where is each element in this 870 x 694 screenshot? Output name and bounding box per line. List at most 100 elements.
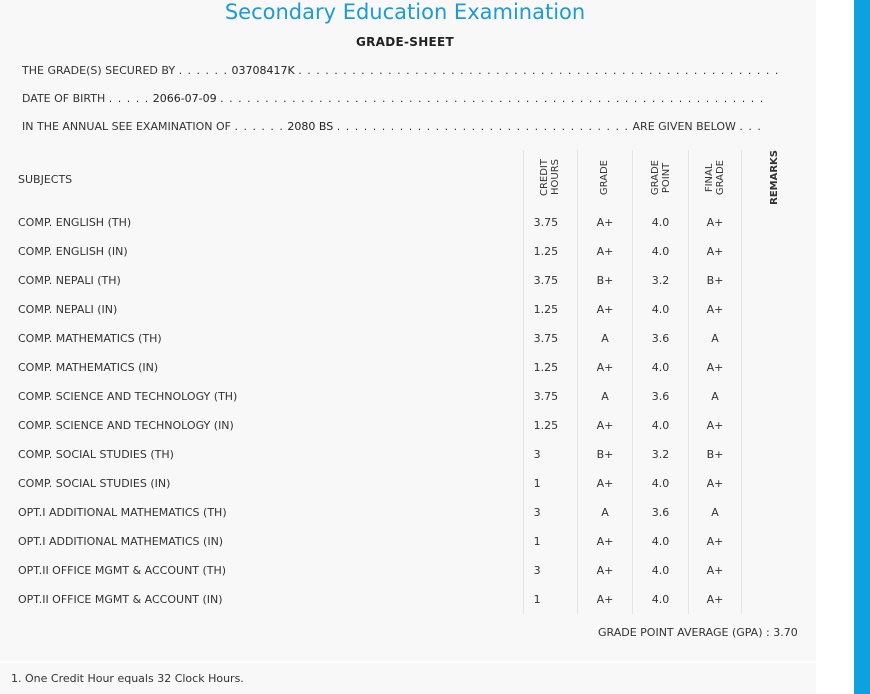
table-row: OPT.I ADDITIONAL MATHEMATICS (IN) 1 A+ 4.0 A… bbox=[6, 527, 808, 556]
table-row: OPT.I ADDITIONAL MATHEMATICS (TH) 3 A 3.6 A bbox=[6, 498, 808, 527]
grade-cell: A+ bbox=[577, 556, 633, 585]
table-row: OPT.II OFFICE MGMT & ACCOUNT (TH) 3 A+ 4.0 A… bbox=[6, 556, 808, 585]
credit-cell: 3.75 bbox=[522, 324, 578, 353]
subject-cell: COMP. NEPALI (IN) bbox=[18, 303, 118, 316]
exam-label: IN THE ANNUAL SEE EXAMINATION OF bbox=[22, 120, 231, 133]
grade-point-cell: 4.0 bbox=[631, 295, 689, 324]
credit-cell: 1.25 bbox=[522, 411, 578, 440]
final-grade-cell: A+ bbox=[688, 295, 742, 324]
credit-cell: 3.75 bbox=[522, 266, 578, 295]
grade-point-cell: 3.6 bbox=[631, 324, 689, 353]
credit-cell: 1 bbox=[522, 527, 578, 556]
gpa-line: GRADE POINT AVERAGE (GPA) : 3.70 bbox=[598, 626, 798, 639]
final-grade-cell: B+ bbox=[688, 266, 742, 295]
final-grade-cell: A+ bbox=[688, 237, 742, 266]
remarks-cell bbox=[740, 237, 808, 266]
credit-cell: 1.25 bbox=[522, 237, 578, 266]
exam-year: 2080 BS bbox=[287, 120, 334, 133]
credit-cell: 1 bbox=[522, 585, 578, 614]
grade-point-cell: 3.2 bbox=[631, 440, 689, 469]
footer-divider bbox=[0, 661, 816, 663]
grade-point-cell: 4.0 bbox=[631, 556, 689, 585]
subject-cell: COMP. MATHEMATICS (IN) bbox=[18, 361, 159, 374]
final-grade-cell: A+ bbox=[688, 208, 742, 237]
table-row: COMP. MATHEMATICS (IN) 1.25 A+ 4.0 A+ bbox=[6, 353, 808, 382]
grade-point-cell: 4.0 bbox=[631, 469, 689, 498]
grade-point-cell: 4.0 bbox=[631, 527, 689, 556]
grade-point-cell: 4.0 bbox=[631, 353, 689, 382]
grade-point-cell: 4.0 bbox=[631, 208, 689, 237]
credit-cell: 3.75 bbox=[522, 382, 578, 411]
subject-cell: COMP. MATHEMATICS (TH) bbox=[18, 332, 162, 345]
grade-point-cell: 4.0 bbox=[631, 411, 689, 440]
remarks-cell bbox=[740, 324, 808, 353]
final-grade-cell: A bbox=[688, 382, 742, 411]
table-row: COMP. SCIENCE AND TECHNOLOGY (IN) 1.25 A+ 4… bbox=[6, 411, 808, 440]
final-grade-cell: A+ bbox=[688, 353, 742, 382]
remarks-cell bbox=[740, 498, 808, 527]
subject-cell: OPT.I ADDITIONAL MATHEMATICS (IN) bbox=[18, 535, 224, 548]
table-row: COMP. ENGLISH (IN) 1.25 A+ 4.0 A+ bbox=[6, 237, 808, 266]
grade-cell: A+ bbox=[577, 527, 633, 556]
info-symbol-line: THE GRADE(S) SECURED BY . . . . . . 0370… bbox=[22, 64, 780, 77]
header-final-grade: FINAL GRADE bbox=[688, 150, 742, 208]
table-row: COMP. SOCIAL STUDIES (TH) 3 B+ 3.2 B+ bbox=[6, 440, 808, 469]
subject-cell: COMP. ENGLISH (TH) bbox=[18, 216, 132, 229]
grade-table: SUBJECTS CREDIT HOURS GRADE GRADE POINT FI… bbox=[6, 150, 808, 614]
grade-cell: A+ bbox=[577, 208, 633, 237]
header-grade: GRADE bbox=[577, 150, 633, 208]
final-grade-cell: A+ bbox=[688, 585, 742, 614]
grade-cell: A+ bbox=[577, 469, 633, 498]
grade-point-cell: 4.0 bbox=[631, 237, 689, 266]
gpa-label: GRADE POINT AVERAGE (GPA) : bbox=[598, 626, 770, 639]
grade-cell: A bbox=[577, 382, 633, 411]
date-of-birth: 2066-07-09 bbox=[152, 92, 217, 105]
subject-cell: COMP. SOCIAL STUDIES (TH) bbox=[18, 448, 174, 461]
grade-cell: A+ bbox=[577, 411, 633, 440]
final-grade-cell: A bbox=[688, 324, 742, 353]
info-exam-line: IN THE ANNUAL SEE EXAMINATION OF . . . .… bbox=[22, 120, 762, 133]
credit-hour-note: 1. One Credit Hour equals 32 Clock Hours… bbox=[11, 672, 244, 685]
subject-cell: OPT.I ADDITIONAL MATHEMATICS (TH) bbox=[18, 506, 227, 519]
gpa-value: 3.70 bbox=[773, 626, 798, 639]
remarks-cell bbox=[740, 295, 808, 324]
remarks-cell bbox=[740, 556, 808, 585]
table-row: COMP. NEPALI (IN) 1.25 A+ 4.0 A+ bbox=[6, 295, 808, 324]
remarks-cell bbox=[740, 440, 808, 469]
grade-cell: A+ bbox=[577, 295, 633, 324]
sheet-title: GRADE-SHEET bbox=[355, 35, 455, 49]
subject-cell: COMP. NEPALI (TH) bbox=[18, 274, 121, 287]
credit-cell: 3 bbox=[522, 440, 578, 469]
header-subjects: SUBJECTS bbox=[18, 172, 73, 186]
remarks-cell bbox=[740, 353, 808, 382]
dob-label: DATE OF BIRTH bbox=[22, 92, 106, 105]
table-row: COMP. SOCIAL STUDIES (IN) 1 A+ 4.0 A+ bbox=[6, 469, 808, 498]
symbol-number: 03708417K bbox=[231, 64, 295, 77]
grade-cell: B+ bbox=[577, 266, 633, 295]
final-grade-cell: A+ bbox=[688, 527, 742, 556]
table-row: COMP. ENGLISH (TH) 3.75 A+ 4.0 A+ bbox=[6, 208, 808, 237]
subject-cell: OPT.II OFFICE MGMT & ACCOUNT (IN) bbox=[18, 593, 223, 606]
subject-cell: COMP. ENGLISH (IN) bbox=[18, 245, 128, 258]
exam-title: Secondary Education Examination bbox=[224, 0, 586, 24]
final-grade-cell: A bbox=[688, 498, 742, 527]
grade-cell: A+ bbox=[577, 585, 633, 614]
grade-point-cell: 3.6 bbox=[631, 498, 689, 527]
grade-point-cell: 4.0 bbox=[631, 585, 689, 614]
table-row: OPT.II OFFICE MGMT & ACCOUNT (IN) 1 A+ 4.0 A… bbox=[6, 585, 808, 614]
info-dob-line: DATE OF BIRTH . . . . . 2066-07-09 . . .… bbox=[22, 92, 765, 105]
final-grade-cell: B+ bbox=[688, 440, 742, 469]
table-row: COMP. NEPALI (TH) 3.75 B+ 3.2 B+ bbox=[6, 266, 808, 295]
remarks-cell bbox=[740, 266, 808, 295]
credit-cell: 3 bbox=[522, 498, 578, 527]
grade-cell: B+ bbox=[577, 440, 633, 469]
remarks-cell bbox=[740, 585, 808, 614]
subject-cell: COMP. SCIENCE AND TECHNOLOGY (TH) bbox=[18, 390, 238, 403]
page-scrollbar[interactable] bbox=[854, 0, 870, 694]
remarks-cell bbox=[740, 469, 808, 498]
grade-cell: A bbox=[577, 324, 633, 353]
credit-cell: 1.25 bbox=[522, 295, 578, 324]
grade-point-cell: 3.2 bbox=[631, 266, 689, 295]
credit-cell: 1 bbox=[522, 469, 578, 498]
grade-cell: A bbox=[577, 498, 633, 527]
